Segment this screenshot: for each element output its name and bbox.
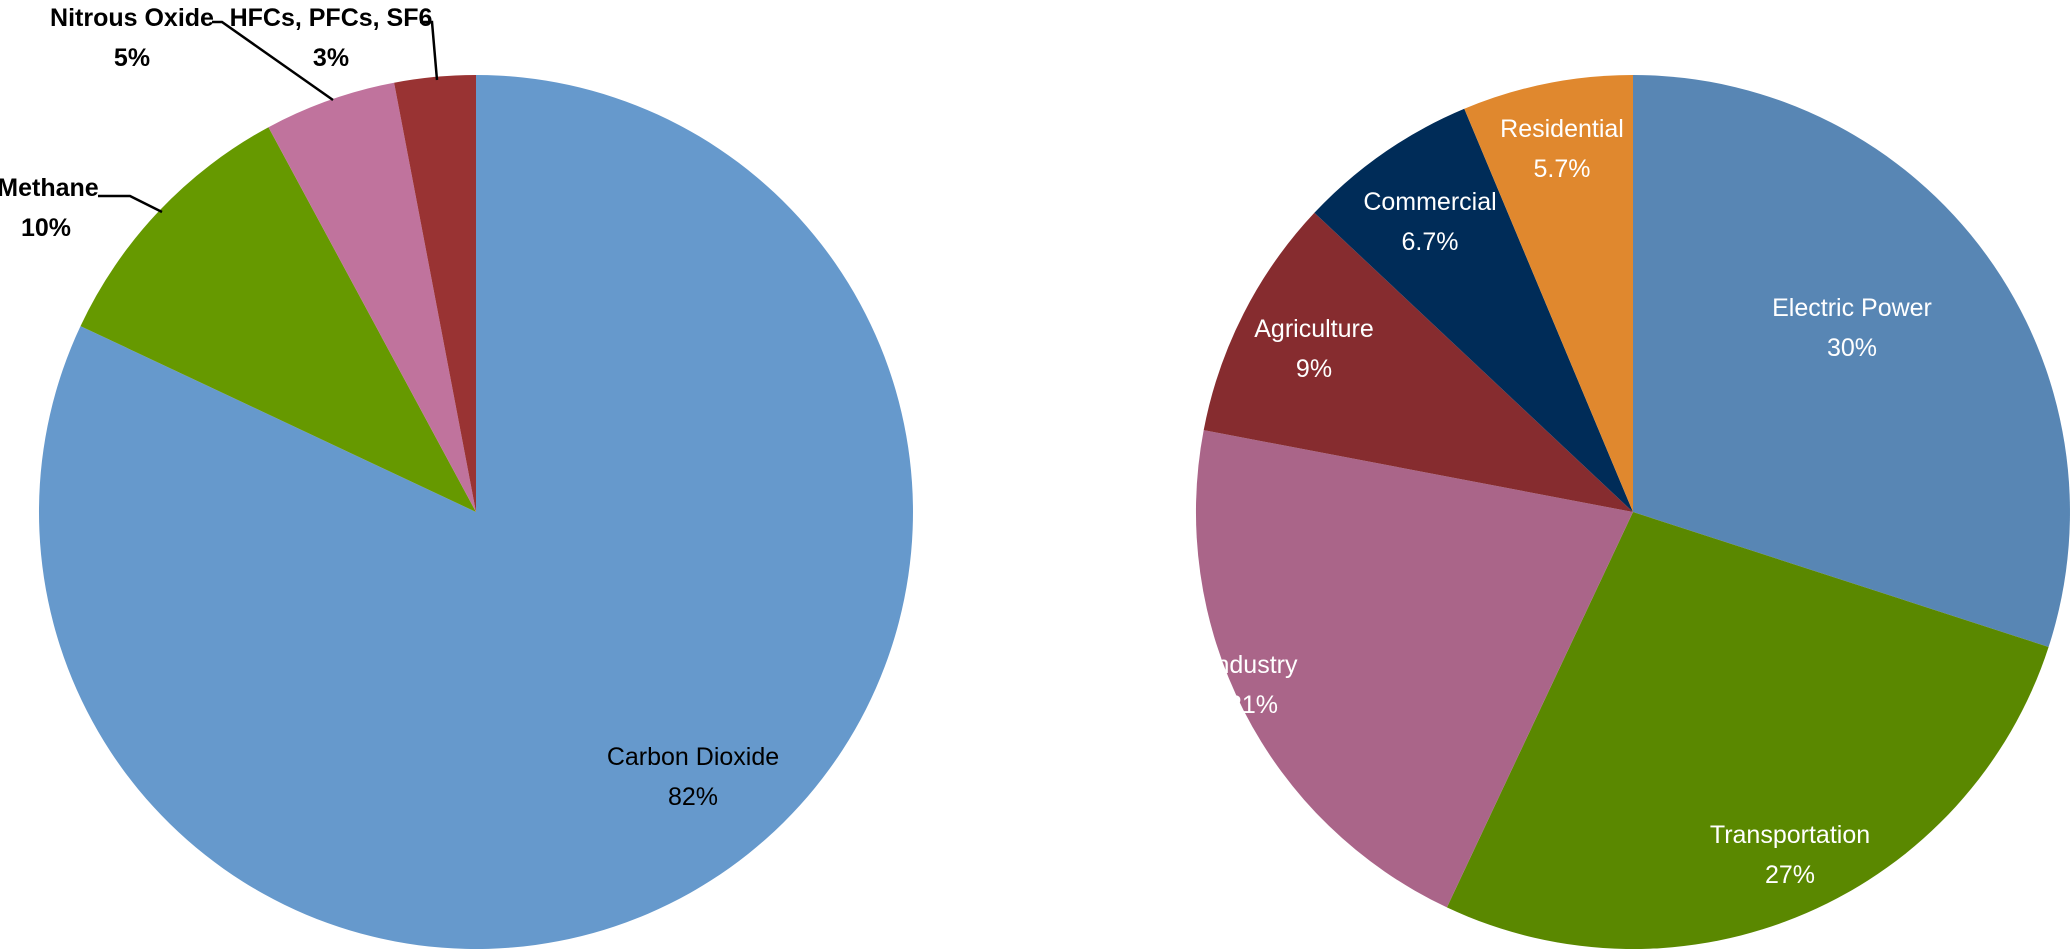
label-nitrous-oxide-name: Nitrous Oxide xyxy=(50,4,214,32)
label-agriculture-name: Agriculture xyxy=(1254,315,1374,343)
leader-line-methane xyxy=(98,194,163,214)
label-commercial-pct: 6.7% xyxy=(1402,228,1459,256)
slice-transportation[interactable] xyxy=(1446,512,2049,949)
slice-agriculture[interactable] xyxy=(1203,212,1633,513)
gas-pie-chart: Nitrous Oxide 5% HFCs, PFCs, SF6 3% Meth… xyxy=(0,4,913,949)
slice-residential[interactable] xyxy=(1464,74,1633,512)
label-commercial-name: Commercial xyxy=(1363,188,1496,216)
label-residential-pct: 5.7% xyxy=(1534,155,1591,183)
label-industry-name: Industry xyxy=(1209,651,1298,679)
label-fgas-name: HFCs, PFCs, SF6 xyxy=(230,4,433,32)
label-fgas-pct: 3% xyxy=(313,44,349,72)
label-transportation-pct: 27% xyxy=(1765,861,1815,889)
slice-hfcs-pfcs-sf6[interactable] xyxy=(394,74,476,512)
label-methane-pct: 10% xyxy=(21,214,71,242)
label-electric-power-name: Electric Power xyxy=(1772,294,1932,322)
slice-electric-power[interactable] xyxy=(1633,75,2070,647)
label-carbon-dioxide-pct: 82% xyxy=(668,783,718,811)
slice-commercial[interactable] xyxy=(1314,108,1633,513)
label-methane-name: Methane xyxy=(0,174,99,202)
label-electric-power-pct: 30% xyxy=(1827,334,1877,362)
slice-methane[interactable] xyxy=(80,127,477,512)
slice-carbon-dioxide[interactable] xyxy=(38,75,913,949)
sector-pie-chart: Electric Power 30% Transportation 27% In… xyxy=(1195,74,2070,949)
slice-industry[interactable] xyxy=(1195,430,1633,908)
label-nitrous-oxide-pct: 5% xyxy=(114,44,150,72)
label-carbon-dioxide-name: Carbon Dioxide xyxy=(607,743,779,771)
label-agriculture-pct: 9% xyxy=(1296,355,1332,383)
slice-nitrous-oxide[interactable] xyxy=(268,82,477,512)
leader-line-fgas xyxy=(420,20,439,81)
leader-line-nitrous-oxide xyxy=(212,20,334,102)
label-transportation-name: Transportation xyxy=(1710,821,1870,849)
label-residential-name: Residential xyxy=(1500,115,1624,143)
label-industry-pct: 21% xyxy=(1228,691,1278,719)
